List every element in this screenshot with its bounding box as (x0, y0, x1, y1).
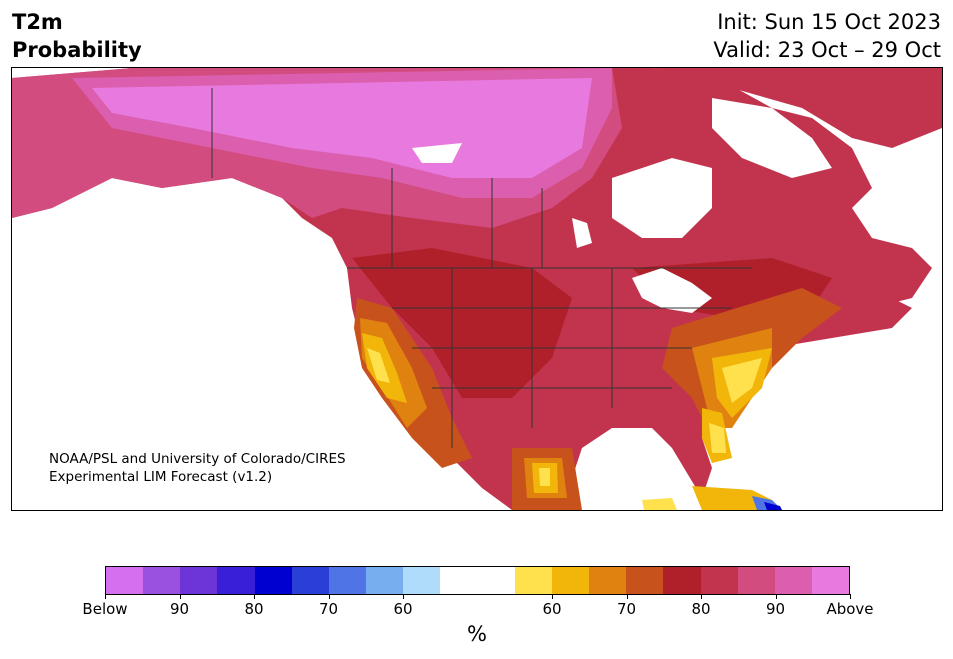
colorbar (105, 566, 850, 595)
colorbar-tick-mark (552, 594, 553, 599)
init-date: Init: Sun 15 Oct 2023 (717, 10, 941, 34)
colorbar-tick-label: Above (826, 600, 874, 618)
colorbar-swatch (403, 567, 441, 594)
colorbar-swatch (477, 567, 515, 594)
colorbar-tick-label: 60 (542, 600, 562, 618)
map-title: T2m Probability (12, 8, 142, 64)
colorbar-tick-label: 80 (244, 600, 264, 618)
colorbar-tick-mark (179, 594, 181, 599)
colorbar-swatch (217, 567, 255, 594)
credit-line-2: Experimental LIM Forecast (v1.2) (49, 469, 273, 485)
colorbar-swatch (143, 567, 181, 594)
colorbar-tick-label: 60 (393, 600, 413, 618)
colorbar-unit-label: % (467, 622, 487, 646)
colorbar-tick-label: 70 (616, 600, 637, 618)
colorbar-tick-label: 80 (691, 600, 711, 618)
state-province-borders (211, 88, 752, 448)
colorbar-swatch (774, 567, 812, 594)
colorbar-tick-mark (626, 594, 628, 599)
forecast-dates: Init: Sun 15 Oct 2023 Valid: 23 Oct – 29… (713, 8, 941, 64)
map-credit: NOAA/PSL and University of Colorado/CIRE… (49, 450, 346, 486)
credit-line-1: NOAA/PSL and University of Colorado/CIRE… (49, 451, 346, 467)
colorbar-tick-mark (328, 594, 330, 599)
colorbar-tick-mark (105, 594, 106, 599)
colorbar-swatch (180, 567, 218, 594)
colorbar-swatch (737, 567, 775, 594)
colorbar-tick-label: 70 (318, 600, 339, 618)
title-line-probability: Probability (12, 38, 142, 62)
colorbar-tick-mark (775, 594, 777, 599)
colorbar-swatch (551, 567, 590, 594)
land-shading (12, 68, 942, 510)
colorbar-swatch (589, 567, 627, 594)
valid-range: Valid: 23 Oct – 29 Oct (713, 38, 941, 62)
colorbar-swatch (106, 567, 144, 594)
colorbar-swatch (811, 567, 850, 594)
colorbar-tick-mark (850, 594, 851, 599)
probability-map (11, 67, 943, 511)
colorbar-tick-mark (403, 594, 404, 599)
colorbar-tick-mark (701, 594, 702, 599)
colorbar-swatch (700, 567, 738, 594)
colorbar-swatch (291, 567, 329, 594)
colorbar-swatch (254, 567, 292, 594)
colorbar-swatch (328, 567, 367, 594)
colorbar-swatch (440, 567, 478, 594)
colorbar-tick-label: Below (82, 600, 128, 618)
colorbar-tick-label: 90 (765, 600, 786, 618)
colorbar-tick-label: 90 (169, 600, 190, 618)
colorbar-swatch (366, 567, 404, 594)
colorbar-swatch (514, 567, 552, 594)
colorbar-swatch (663, 567, 701, 594)
colorbar-swatch (626, 567, 664, 594)
colorbar-tick-mark (254, 594, 255, 599)
title-line-variable: T2m (12, 10, 63, 34)
